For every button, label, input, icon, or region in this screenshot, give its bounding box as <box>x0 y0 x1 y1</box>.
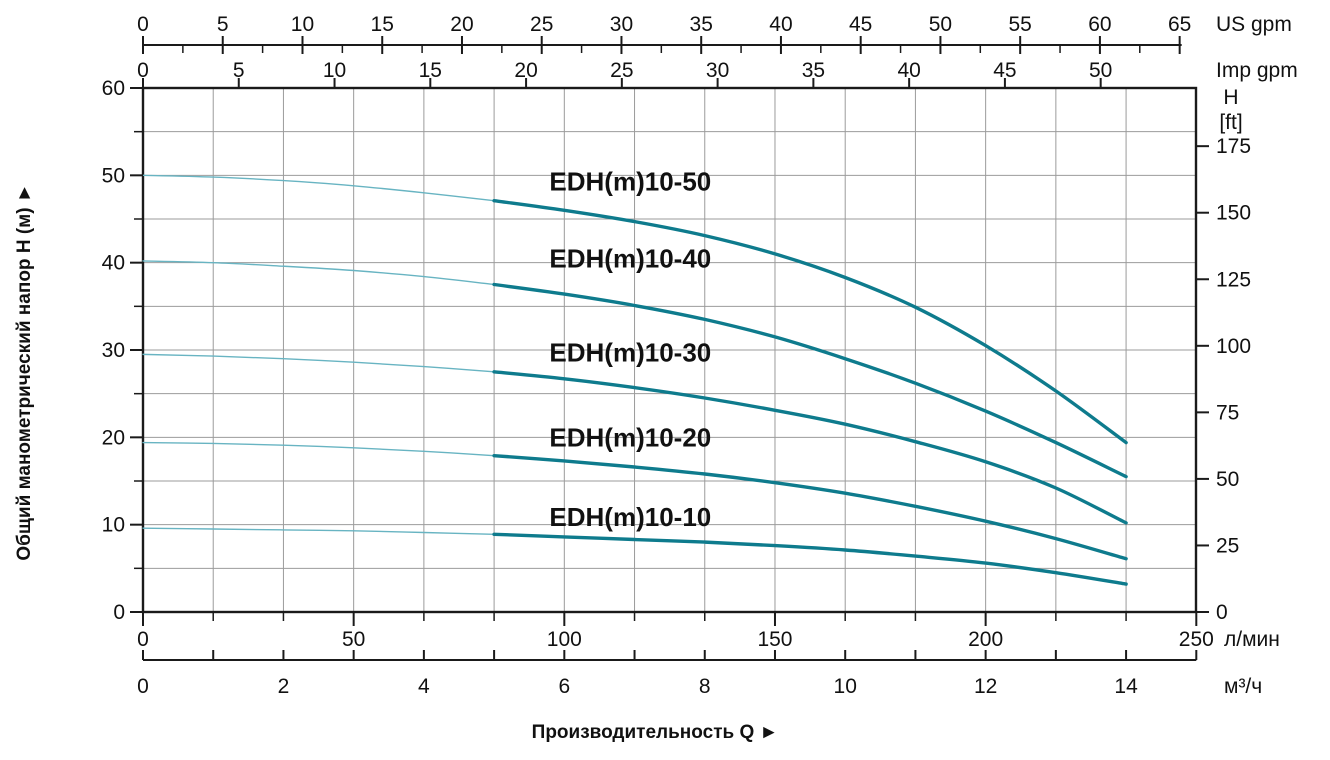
curve-label: EDH(m)10-10 <box>549 502 711 532</box>
imp-gpm-tick-label: 20 <box>514 59 537 82</box>
head-ft-tick-label: 150 <box>1216 202 1251 225</box>
x-axis-title: Производительность Q ► <box>532 722 779 743</box>
lmin-unit-label: л/мин <box>1224 628 1280 651</box>
head-ft-tick-label: 75 <box>1216 401 1239 424</box>
pump-curve-thin-40 <box>142 260 495 286</box>
pump-curve-thin-20 <box>142 441 495 457</box>
us-gpm-tick-label: 15 <box>371 13 394 36</box>
pump-curve-thin-10 <box>142 527 495 535</box>
us-gpm-tick-label: 25 <box>530 13 553 36</box>
lmin-tick-label: 0 <box>137 628 149 651</box>
lmin-tick-label: 150 <box>757 628 792 651</box>
head-m-tick-label: 50 <box>102 164 125 187</box>
y-axis-title: Общий манометрический напор H (м) ► <box>14 183 35 560</box>
head-ft-tick-label: 175 <box>1216 135 1251 158</box>
lmin-tick-label: 50 <box>342 628 365 651</box>
us-gpm-tick-label: 20 <box>450 13 473 36</box>
head-m-tick-label: 60 <box>102 77 125 100</box>
us-gpm-tick-label: 50 <box>929 13 952 36</box>
lmin-tick-label: 100 <box>547 628 582 651</box>
m3h-tick-label: 2 <box>278 675 290 698</box>
us-gpm-tick-label: 40 <box>769 13 792 36</box>
head-m-tick-label: 40 <box>102 252 125 275</box>
head-m-tick-label: 20 <box>102 426 125 449</box>
pump-curve-50 <box>492 198 1128 445</box>
us-gpm-tick-label: 10 <box>291 13 314 36</box>
us-gpm-tick-label: 5 <box>217 13 229 36</box>
head-m-tick-label: 0 <box>113 601 125 624</box>
m3h-tick-label: 14 <box>1114 675 1138 698</box>
head-ft-tick-label: 100 <box>1216 335 1251 358</box>
us-gpm-tick-label: 0 <box>137 13 149 36</box>
us-gpm-tick-label: 60 <box>1088 13 1111 36</box>
us-gpm-tick-label: 55 <box>1008 13 1031 36</box>
head-ft-unit-h: H <box>1223 86 1238 109</box>
head-m-tick-label: 30 <box>102 339 125 362</box>
m3h-tick-label: 10 <box>834 675 857 698</box>
pump-curve-20 <box>492 453 1128 561</box>
curve-label: EDH(m)10-30 <box>549 338 711 368</box>
m3h-tick-label: 0 <box>137 675 149 698</box>
head-ft-tick-label: 25 <box>1216 534 1239 557</box>
us-gpm-tick-label: 65 <box>1168 13 1191 36</box>
pump-curve-30 <box>492 370 1128 525</box>
m3h-tick-label: 12 <box>974 675 997 698</box>
lmin-tick-label: 250 <box>1179 628 1214 651</box>
pump-curve-thin-30 <box>142 353 495 373</box>
pump-curve-40 <box>492 282 1128 479</box>
us-gpm-tick-label: 30 <box>610 13 633 36</box>
head-m-tick-label: 10 <box>102 514 125 537</box>
imp-gpm-tick-label: 30 <box>706 59 729 82</box>
head-ft-tick-label: 0 <box>1216 601 1228 624</box>
lmin-tick-label: 200 <box>968 628 1003 651</box>
pump-curve-thin-50 <box>142 174 495 202</box>
imp-gpm-tick-label: 5 <box>233 59 245 82</box>
m3h-tick-label: 6 <box>558 675 570 698</box>
us-gpm-unit-label: US gpm <box>1216 13 1292 36</box>
imp-gpm-tick-label: 25 <box>610 59 633 82</box>
m3h-unit-label: м³/ч <box>1224 675 1262 698</box>
head-ft-tick-label: 50 <box>1216 468 1239 491</box>
curve-label: EDH(m)10-40 <box>549 243 711 273</box>
imp-gpm-tick-label: 40 <box>897 59 920 82</box>
curve-label: EDH(m)10-50 <box>549 166 711 196</box>
imp-gpm-tick-label: 0 <box>137 59 149 82</box>
head-ft-tick-label: 125 <box>1216 268 1251 291</box>
m3h-tick-label: 8 <box>699 675 711 698</box>
imp-gpm-tick-label: 15 <box>419 59 442 82</box>
imp-gpm-tick-label: 45 <box>993 59 1016 82</box>
head-ft-unit-ft: [ft] <box>1219 111 1242 134</box>
curve-label: EDH(m)10-20 <box>549 422 711 452</box>
pump-curve-10 <box>492 532 1128 586</box>
m3h-tick-label: 4 <box>418 675 430 698</box>
us-gpm-tick-label: 45 <box>849 13 872 36</box>
imp-gpm-tick-label: 35 <box>802 59 825 82</box>
imp-gpm-unit-label: Imp gpm <box>1216 59 1298 82</box>
imp-gpm-tick-label: 10 <box>323 59 346 82</box>
us-gpm-tick-label: 35 <box>690 13 713 36</box>
imp-gpm-tick-label: 50 <box>1089 59 1112 82</box>
